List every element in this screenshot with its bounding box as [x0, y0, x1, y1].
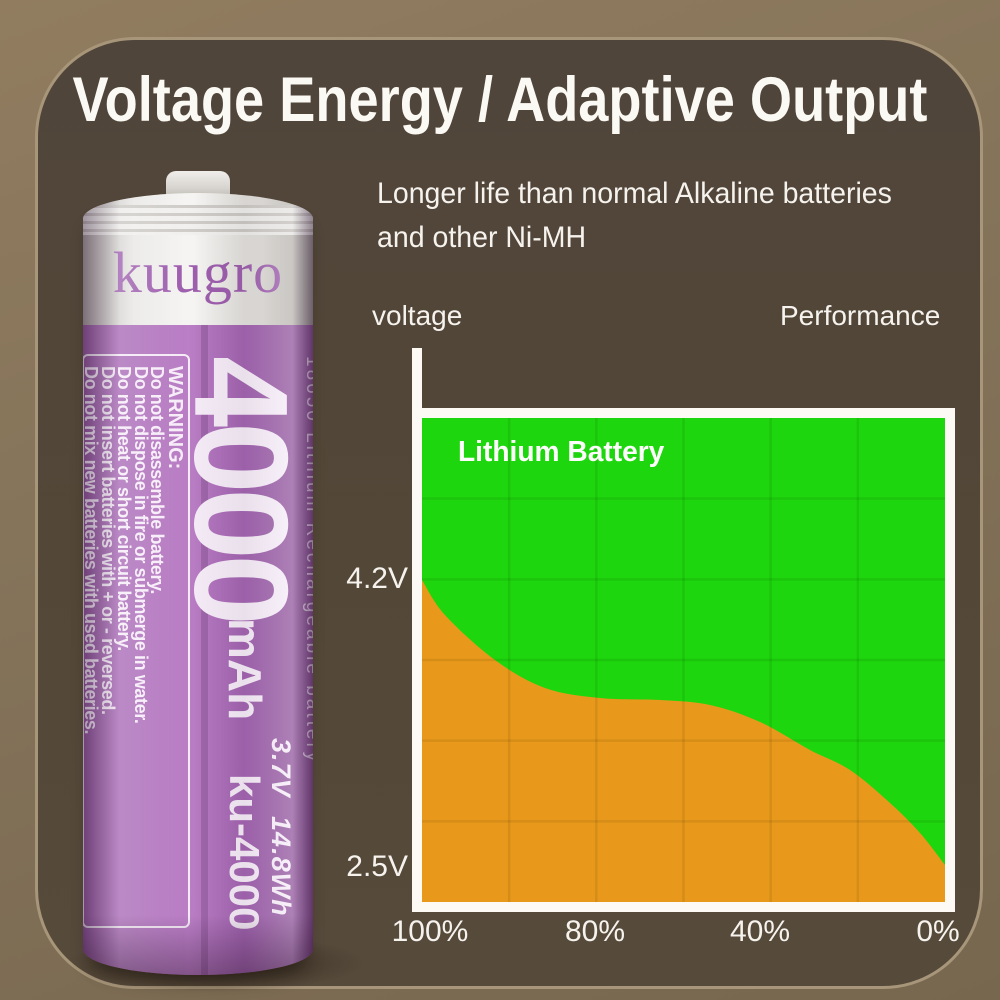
y-tick-2-5v: 2.5V — [346, 850, 408, 883]
y-axis-line — [412, 348, 422, 414]
battery-label-seam — [201, 325, 208, 975]
battery-label — [83, 325, 313, 975]
battery-cylinder-shading — [83, 193, 313, 975]
x-tick-40: 40% — [729, 915, 791, 948]
battery-brand: kuugro — [83, 239, 313, 306]
battery-ribs — [83, 205, 313, 235]
subtitle-line-2: and other Ni-MH — [377, 221, 587, 254]
x-tick-100: 100% — [391, 915, 469, 948]
other-battery-region — [422, 580, 945, 902]
performance-label: Performance — [780, 300, 941, 331]
battery: kuugro 18650 Lithium Rechargeable batter… — [83, 193, 313, 975]
x-tick-0: 0% — [916, 915, 960, 948]
x-tick-80: 80% — [564, 915, 626, 948]
battery-silver-top: kuugro — [83, 193, 313, 325]
headline: Voltage Energy / Adaptive Output — [72, 65, 928, 135]
battery-bottom-shadow — [83, 915, 313, 975]
y-axis-label: voltage — [372, 300, 463, 331]
series-label: Lithium Battery — [458, 436, 665, 468]
discharge-chart — [422, 418, 945, 902]
y-tick-4-2v: 4.2V — [346, 562, 408, 595]
subtitle-line-1: Longer life than normal Alkaline batteri… — [377, 177, 892, 210]
